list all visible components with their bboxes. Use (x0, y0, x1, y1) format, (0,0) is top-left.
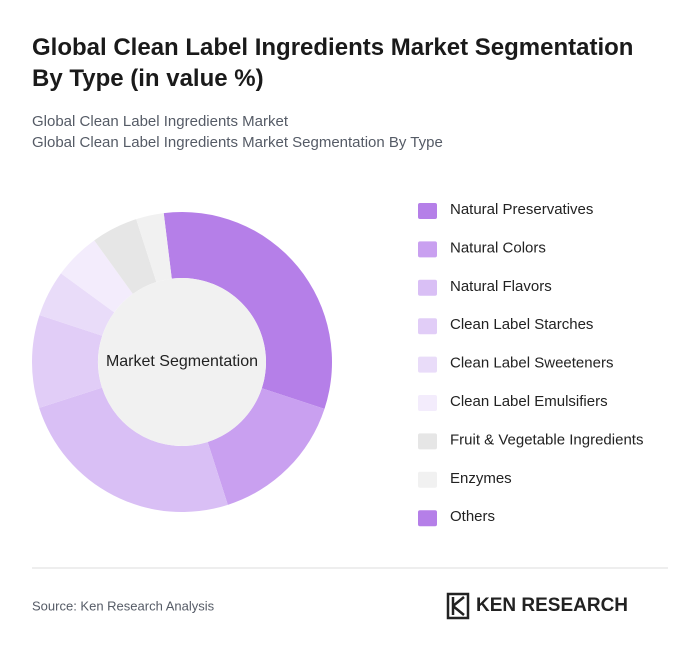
subtitle: Global Clean Label Ingredients Market Se… (32, 134, 443, 151)
legend-swatch (418, 433, 437, 450)
legend-swatch (418, 510, 437, 527)
donut-segment (39, 387, 228, 512)
source: Source: Ken Research Analysis (32, 598, 215, 613)
legend-label: Natural Flavors (450, 278, 552, 295)
chart-title: Global Clean Label Ingredients Market Se… (32, 34, 633, 92)
logo-icon (446, 592, 470, 620)
donut-segment (31, 315, 103, 408)
donut-segment (39, 273, 115, 336)
title-line: By Type (in value %) (32, 65, 264, 92)
legend-label: Natural Preservatives (450, 201, 593, 218)
legend-swatch (418, 279, 437, 296)
title-line: Global Clean Label Ingredients Market Se… (32, 34, 633, 61)
subtitle: Global Clean Label Ingredients Market (32, 113, 289, 130)
center-label: Market Segmentation (106, 353, 258, 370)
legend-label: Clean Label Emulsifiers (450, 393, 608, 410)
legend-label: Fruit & Vegetable Ingredients (450, 431, 643, 448)
donut-segment (60, 240, 133, 313)
legend-swatch (418, 241, 437, 258)
legend-label: Clean Label Sweeteners (450, 355, 613, 372)
donut-segment (94, 219, 157, 294)
legend-swatch (418, 203, 437, 219)
legend-label: Clean Label Starches (450, 316, 593, 333)
legend-label: Others (450, 508, 495, 525)
legend-label: Enzymes (450, 470, 512, 487)
donut (31, 211, 333, 512)
legend-label: Natural Colors (450, 239, 546, 256)
logo-icon (451, 596, 465, 616)
legend: Natural Preservatives Natural Colors Natur… (418, 201, 643, 527)
legend-swatch (418, 471, 437, 488)
logo: KEN RESEARCH (446, 592, 628, 620)
legend-swatch (418, 318, 437, 335)
legend-swatch (418, 395, 437, 411)
legend-swatch (418, 356, 437, 373)
logo-text: KEN RESEARCH (476, 595, 628, 616)
donut-segment (136, 213, 172, 283)
donut-segment (163, 211, 333, 409)
donut-hole (98, 278, 266, 446)
donut-segment (207, 388, 325, 505)
